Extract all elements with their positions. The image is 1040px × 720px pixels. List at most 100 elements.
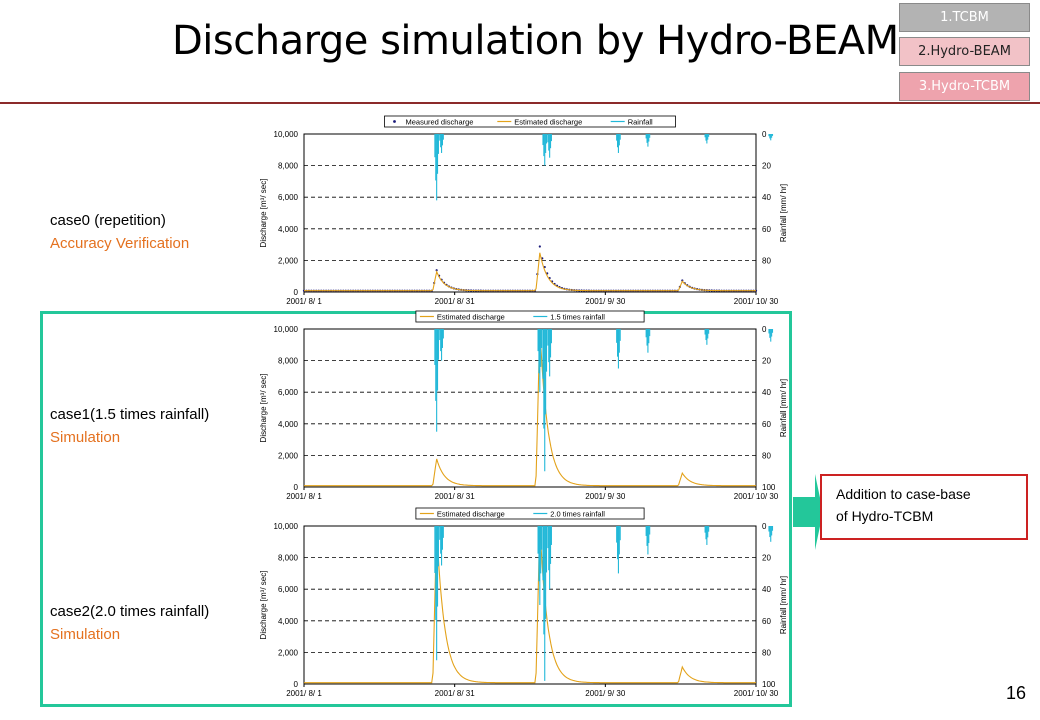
y2-tick-label: 40 xyxy=(762,388,771,397)
nav-item-label: 2.Hydro-BEAM xyxy=(918,44,1011,59)
y2-axis-title: Rainfall [mm/ hr] xyxy=(779,576,788,634)
y2-tick-label: 0 xyxy=(762,325,767,334)
legend-label: Estimated discharge xyxy=(437,313,505,322)
x-tick-label: 2001/ 9/ 30 xyxy=(585,492,626,501)
x-tick-label: 2001/ 9/ 30 xyxy=(585,689,626,698)
y-tick-label: 6,000 xyxy=(278,585,299,594)
chart-case2: 0 2,000 4,000 6,000 8,000 10,000 0 20 40 60 80 100 2… xyxy=(258,504,798,710)
case0-caption: case0 (repetition) Accuracy Verification xyxy=(50,209,189,255)
y-tick-label: 6,000 xyxy=(278,388,299,397)
estimated-discharge-line xyxy=(304,328,756,487)
estimated-discharge-line xyxy=(304,252,756,292)
y2-tick-label: 100 xyxy=(762,483,776,492)
chart-case0: 0 2,000 4,000 6,000 8,000 10,000 0 20 40 60 80 2001… xyxy=(258,112,798,318)
y2-axis-title: Rainfall [mm/ hr] xyxy=(779,184,788,242)
x-tick-label: 2001/ 8/ 31 xyxy=(435,492,476,501)
y2-tick-label: 40 xyxy=(762,585,771,594)
y-axis-title: Discharge [m³/ sec] xyxy=(259,179,268,248)
legend-label: Rainfall xyxy=(628,118,653,127)
legend-box xyxy=(384,115,676,128)
legend-marker xyxy=(393,120,396,123)
y2-tick-label: 60 xyxy=(762,617,771,626)
y2-tick-label: 80 xyxy=(762,648,771,657)
x-tick-label: 2001/ 10/ 30 xyxy=(734,492,779,501)
case2-purpose: Simulation xyxy=(50,626,121,643)
y-tick-label: 2,000 xyxy=(278,451,299,460)
legend-box xyxy=(415,310,645,323)
callout-box: Addition to case-base of Hydro-TCBM xyxy=(820,474,1028,540)
title-divider xyxy=(0,102,1040,104)
right-arrow-icon xyxy=(793,474,823,550)
x-tick-label: 2001/ 8/ 1 xyxy=(286,297,322,306)
y-tick-label: 0 xyxy=(294,288,299,297)
case2-label: case2(2.0 times rainfall) xyxy=(50,603,210,620)
y2-tick-label: 80 xyxy=(762,256,771,265)
chart-svg: 0 2,000 4,000 6,000 8,000 10,000 0 20 40 60 80 2001… xyxy=(259,115,788,306)
y-tick-label: 8,000 xyxy=(278,554,299,563)
legend-box xyxy=(415,507,645,520)
y2-tick-label: 60 xyxy=(762,225,771,234)
chart-legend: Estimated discharge 1.5 times rainfall xyxy=(415,310,645,323)
legend-label: 2.0 times rainfall xyxy=(550,510,605,519)
legend-label: 1.5 times rainfall xyxy=(550,313,605,322)
y-tick-label: 4,000 xyxy=(278,225,299,234)
x-tick-label: 2001/ 8/ 31 xyxy=(435,297,476,306)
y-tick-label: 10,000 xyxy=(274,130,299,139)
nav-item-label: 1.TCBM xyxy=(940,10,989,25)
legend-label: Estimated discharge xyxy=(437,510,505,519)
y-tick-label: 2,000 xyxy=(278,648,299,657)
case2-caption: case2(2.0 times rainfall) Simulation xyxy=(50,600,209,646)
y-axis-title: Discharge [m³/ sec] xyxy=(259,374,268,443)
legend-label: Measured discharge xyxy=(406,118,474,127)
y2-axis-title: Rainfall [mm/ hr] xyxy=(779,379,788,437)
measured-point xyxy=(435,269,438,272)
y-tick-label: 4,000 xyxy=(278,420,299,429)
y2-tick-label: 0 xyxy=(762,130,767,139)
y2-tick-label: 40 xyxy=(762,193,771,202)
y2-tick-label: 20 xyxy=(762,357,771,366)
y2-tick-label: 0 xyxy=(762,522,767,531)
y-tick-label: 0 xyxy=(294,483,299,492)
x-tick-label: 2001/ 8/ 1 xyxy=(286,492,322,501)
legend-label: Estimated discharge xyxy=(514,118,582,127)
rainfall-series xyxy=(434,134,774,201)
y2-tick-label: 60 xyxy=(762,420,771,429)
nav-item-hydro-beam[interactable]: 2.Hydro-BEAM xyxy=(899,37,1030,66)
y-tick-label: 6,000 xyxy=(278,193,299,202)
page-number: 16 xyxy=(1005,683,1026,703)
measured-point xyxy=(538,245,541,248)
nav-item-hydro-tcbm[interactable]: 3.Hydro-TCBM xyxy=(899,72,1030,101)
y2-tick-label: 80 xyxy=(762,451,771,460)
chart-case1: 0 2,000 4,000 6,000 8,000 10,000 0 20 40 60 80 100 2… xyxy=(258,307,798,513)
chart-legend: Estimated discharge 2.0 times rainfall xyxy=(415,507,645,520)
y-tick-label: 2,000 xyxy=(278,256,299,265)
y-tick-label: 8,000 xyxy=(278,162,299,171)
plot-area xyxy=(303,525,757,685)
y2-tick-label: 100 xyxy=(762,680,776,689)
chart-legend: Measured discharge Estimated discharge Rai… xyxy=(384,115,676,128)
measured-point xyxy=(681,279,684,282)
y-tick-label: 8,000 xyxy=(278,357,299,366)
x-tick-label: 2001/ 9/ 30 xyxy=(585,297,626,306)
x-tick-label: 2001/ 8/ 31 xyxy=(435,689,476,698)
plot-area xyxy=(303,133,757,293)
y2-tick-label: 20 xyxy=(762,554,771,563)
y-tick-label: 10,000 xyxy=(274,325,299,334)
x-tick-label: 2001/ 8/ 1 xyxy=(286,689,322,698)
rainfall-series xyxy=(434,329,774,472)
y-axis-title: Discharge [m³/ sec] xyxy=(259,571,268,640)
nav-item-label: 3.Hydro-TCBM xyxy=(918,79,1011,94)
x-tick-label: 2001/ 10/ 30 xyxy=(734,297,779,306)
arrow-shape xyxy=(793,474,823,550)
nav-item-tcbm[interactable]: 1.TCBM xyxy=(899,3,1030,32)
case1-label: case1(1.5 times rainfall) xyxy=(50,406,210,423)
x-tick-label: 2001/ 10/ 30 xyxy=(734,689,779,698)
y-tick-label: 4,000 xyxy=(278,617,299,626)
estimated-discharge-line xyxy=(304,525,756,684)
case0-label: case0 (repetition) xyxy=(50,212,166,229)
rainfall-series xyxy=(434,526,774,681)
y2-tick-label: 20 xyxy=(762,162,771,171)
case1-purpose: Simulation xyxy=(50,429,121,446)
plot-area xyxy=(303,328,757,488)
